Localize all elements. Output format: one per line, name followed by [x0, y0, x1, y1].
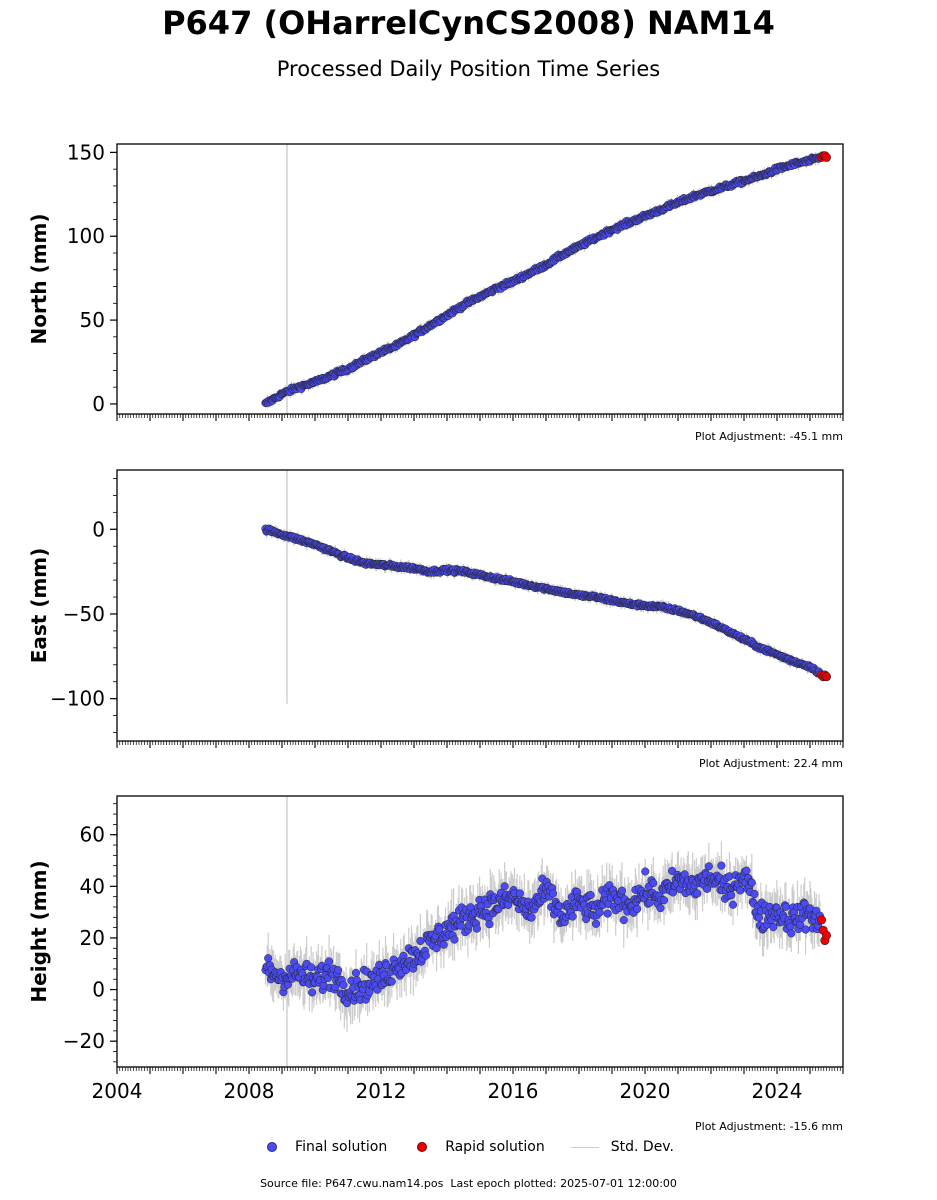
height-final-point	[595, 908, 604, 917]
chart-title: P647 (OHarrelCynCS2008) NAM14	[162, 4, 775, 42]
east-plot-frame	[116, 469, 844, 742]
height-final-point	[548, 889, 558, 898]
height-xtick-label: 2012	[356, 1079, 407, 1103]
height-final-point	[619, 916, 628, 925]
height-ytick-label: 0	[92, 978, 105, 1002]
east-ylabel: East (mm)	[27, 548, 51, 664]
height-final-point	[727, 891, 736, 900]
north-ytick-label: 0	[92, 392, 105, 416]
north-ytick-label: 150	[67, 140, 105, 164]
east-plot-adjustment: Plot Adjustment: 22.4 mm	[699, 757, 843, 770]
north-ylabel: North (mm)	[27, 213, 51, 344]
height-final-point	[339, 981, 348, 990]
height-final-point	[416, 936, 425, 946]
east-ytick-label: −50	[63, 602, 105, 626]
legend-stddev-label: Std. Dev.	[610, 1139, 674, 1155]
height-rapid-point	[817, 915, 827, 925]
source-footer: Source file: P647.cwu.nam14.pos Last epo…	[0, 1177, 937, 1190]
height-ytick-label: −20	[63, 1029, 105, 1053]
height-final-point	[656, 904, 665, 913]
height-final-point	[781, 902, 790, 911]
height-final-point	[351, 968, 361, 977]
height-final-point	[742, 866, 751, 875]
height-final-point	[568, 912, 577, 921]
height-xtick-label: 2004	[92, 1079, 143, 1103]
height-final-point	[693, 889, 702, 898]
source-file: Source file: P647.cwu.nam14.pos	[260, 1177, 444, 1190]
height-final-point	[591, 919, 601, 928]
height-final-point	[586, 890, 595, 900]
legend-rapid-label: Rapid solution	[445, 1139, 545, 1155]
height-final-point	[747, 878, 756, 887]
height-final-point	[704, 862, 713, 871]
east-ytick-label: −100	[50, 687, 105, 711]
height-final-points	[261, 861, 824, 1008]
height-final-point	[333, 966, 343, 975]
legend-final: Final solution	[263, 1139, 387, 1155]
legend-rapid-marker	[417, 1142, 428, 1152]
height-final-point	[641, 867, 650, 876]
legend-stddev-line	[570, 1146, 599, 1148]
height-final-point	[668, 888, 678, 897]
height-xtick-label: 2008	[224, 1079, 275, 1103]
height-final-point	[736, 886, 745, 895]
height-final-point	[754, 913, 764, 922]
legend-final-label: Final solution	[295, 1139, 388, 1155]
height-plot-adjustment: Plot Adjustment: -15.6 mm	[695, 1120, 843, 1133]
height-final-point	[660, 896, 669, 905]
height-final-point	[439, 940, 448, 949]
height-final-point	[308, 988, 317, 997]
height-ytick-label: 20	[80, 926, 105, 950]
height-final-point	[717, 861, 726, 870]
height-final-point	[633, 904, 642, 913]
height-final-point	[728, 900, 738, 909]
height-final-point	[264, 954, 273, 963]
last-epoch: Last epoch plotted: 2025-07-01 12:00:00	[450, 1177, 677, 1190]
legend-rapid: Rapid solution	[413, 1139, 545, 1155]
height-final-point	[365, 987, 374, 996]
height-final-point	[787, 929, 796, 938]
height-final-point	[801, 925, 810, 934]
height-xtick-label: 2024	[752, 1079, 803, 1103]
height-final-point	[500, 882, 509, 891]
height-final-point	[603, 909, 612, 918]
legend-final-marker	[267, 1142, 278, 1152]
north-ytick-label: 100	[67, 224, 105, 248]
height-final-point	[387, 977, 396, 986]
height-final-point	[307, 963, 316, 972]
east-final-points	[261, 524, 824, 678]
height-final-point	[421, 951, 430, 960]
legend: Final solution Rapid solution Std. Dev.	[0, 1136, 937, 1158]
legend-stddev: Std. Dev.	[570, 1139, 674, 1155]
height-ylabel: Height (mm)	[27, 860, 51, 1002]
height-final-point	[769, 923, 778, 932]
chart-subtitle: Processed Daily Position Time Series	[276, 57, 661, 81]
height-xtick-label: 2016	[488, 1079, 539, 1103]
east-stddev-bars	[264, 523, 821, 680]
height-ytick-label: 40	[80, 874, 105, 898]
height-rapid-point	[821, 930, 831, 940]
height-final-point	[649, 878, 658, 888]
east-rapid-point	[821, 672, 831, 682]
east-ytick-label: 0	[92, 517, 105, 541]
height-final-point	[515, 889, 524, 898]
north-ytick-label: 50	[80, 308, 105, 332]
height-final-point	[456, 921, 465, 930]
height-final-point	[527, 913, 536, 922]
north-rapid-point	[821, 152, 831, 162]
height-final-point	[617, 886, 627, 895]
height-xtick-label: 2020	[620, 1079, 671, 1103]
height-final-point	[450, 935, 459, 944]
height-final-point	[750, 889, 759, 899]
north-final-points	[261, 153, 824, 407]
height-final-point	[472, 924, 481, 933]
height-final-point	[485, 920, 494, 929]
height-ytick-label: 60	[80, 823, 105, 847]
height-final-point	[325, 957, 334, 966]
north-plot-adjustment: Plot Adjustment: -45.1 mm	[695, 430, 843, 443]
